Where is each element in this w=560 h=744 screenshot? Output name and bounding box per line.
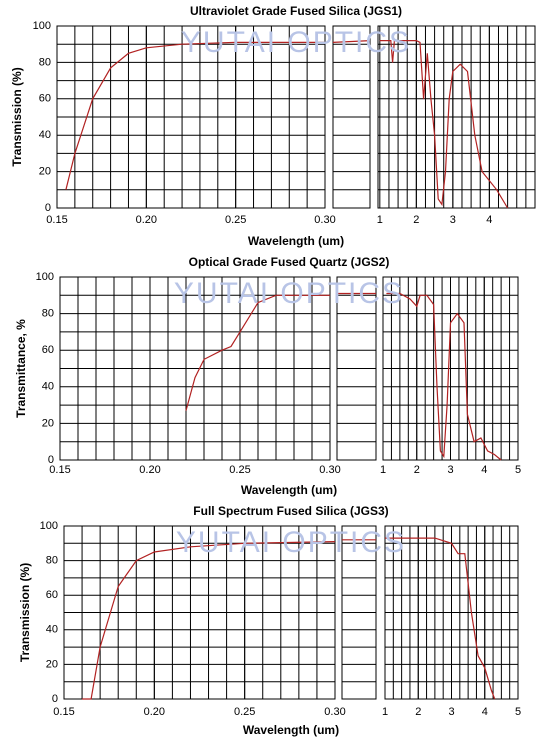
data-line — [82, 541, 336, 700]
panel-frame — [341, 525, 377, 700]
data-line — [65, 41, 325, 190]
data-line — [386, 292, 502, 461]
watermark: YUTAI OPTICS — [174, 277, 404, 310]
y-axis-label: Transmission (%) — [10, 67, 24, 166]
y-tick-label: 100 — [40, 520, 58, 532]
x-tick-label: 0.20 — [139, 464, 160, 476]
panel-frame — [377, 25, 536, 209]
y-tick-label: 80 — [46, 555, 58, 567]
data-line — [379, 40, 509, 209]
x-tick-label: 1 — [377, 214, 383, 226]
x-tick-label: 0.15 — [46, 214, 67, 226]
x-axis-label: Wavelength (um) — [241, 483, 337, 497]
y-axis-label: Transmission (%) — [18, 563, 32, 662]
chart-title: Ultraviolet Grade Fused Silica (JGS1) — [190, 4, 402, 18]
y-tick-label: 20 — [39, 166, 51, 178]
watermark: YUTAI OPTICS — [181, 26, 411, 59]
y-tick-label: 40 — [46, 624, 58, 636]
panel-frame — [336, 276, 377, 461]
x-tick-label: 5 — [515, 464, 521, 476]
x-tick-label: 0.25 — [234, 706, 255, 718]
x-tick-label: 2 — [413, 214, 419, 226]
x-tick-label: 0.30 — [324, 706, 345, 718]
data-line — [332, 40, 371, 43]
y-tick-label: 100 — [33, 20, 51, 32]
chart-title: Full Spectrum Fused Silica (JGS3) — [193, 504, 388, 518]
y-tick-label: 100 — [36, 271, 54, 283]
x-tick-label: 1 — [380, 464, 386, 476]
y-axis-label: Transmittance, % — [14, 319, 28, 418]
y-tick-label: 60 — [42, 344, 54, 356]
x-tick-label: 0.25 — [229, 464, 250, 476]
y-tick-label: 80 — [39, 56, 51, 68]
data-line — [385, 537, 496, 700]
x-tick-label: 1 — [382, 706, 388, 718]
y-tick-label: 60 — [46, 589, 58, 601]
x-tick-label: 0.15 — [53, 706, 74, 718]
panel-frame — [63, 525, 336, 700]
x-tick-label: 0.25 — [225, 214, 246, 226]
panel-frame — [59, 276, 331, 461]
x-tick-label: 0.30 — [319, 464, 340, 476]
x-tick-label: 3 — [450, 214, 456, 226]
y-tick-label: 0 — [45, 202, 51, 214]
x-axis-label: Wavelength (um) — [243, 723, 339, 737]
y-tick-label: 20 — [46, 658, 58, 670]
panel-frame — [384, 525, 519, 700]
x-tick-label: 0.20 — [136, 214, 157, 226]
y-tick-label: 80 — [42, 308, 54, 320]
x-tick-label: 2 — [414, 464, 420, 476]
panel-frame — [332, 25, 371, 209]
x-tick-label: 5 — [515, 706, 521, 718]
panel-frame — [382, 276, 519, 461]
y-tick-label: 40 — [42, 381, 54, 393]
data-line — [185, 294, 330, 411]
chart-title: Optical Grade Fused Quartz (JGS2) — [189, 255, 390, 269]
x-tick-label: 4 — [486, 214, 492, 226]
x-tick-label: 2 — [415, 706, 421, 718]
x-tick-label: 4 — [481, 464, 487, 476]
y-tick-label: 0 — [48, 454, 54, 466]
y-tick-label: 40 — [39, 129, 51, 141]
y-tick-label: 0 — [52, 693, 58, 705]
panel-frame — [56, 25, 326, 209]
watermark: YUTAI OPTICS — [176, 526, 406, 559]
x-tick-label: 4 — [482, 706, 488, 718]
x-axis-label: Wavelength (um) — [248, 234, 344, 248]
x-tick-label: 0.30 — [314, 214, 335, 226]
x-tick-label: 3 — [447, 464, 453, 476]
y-tick-label: 60 — [39, 93, 51, 105]
x-tick-label: 3 — [448, 706, 454, 718]
x-tick-label: 0.15 — [49, 464, 70, 476]
y-tick-label: 20 — [42, 417, 54, 429]
x-tick-label: 0.20 — [144, 706, 165, 718]
